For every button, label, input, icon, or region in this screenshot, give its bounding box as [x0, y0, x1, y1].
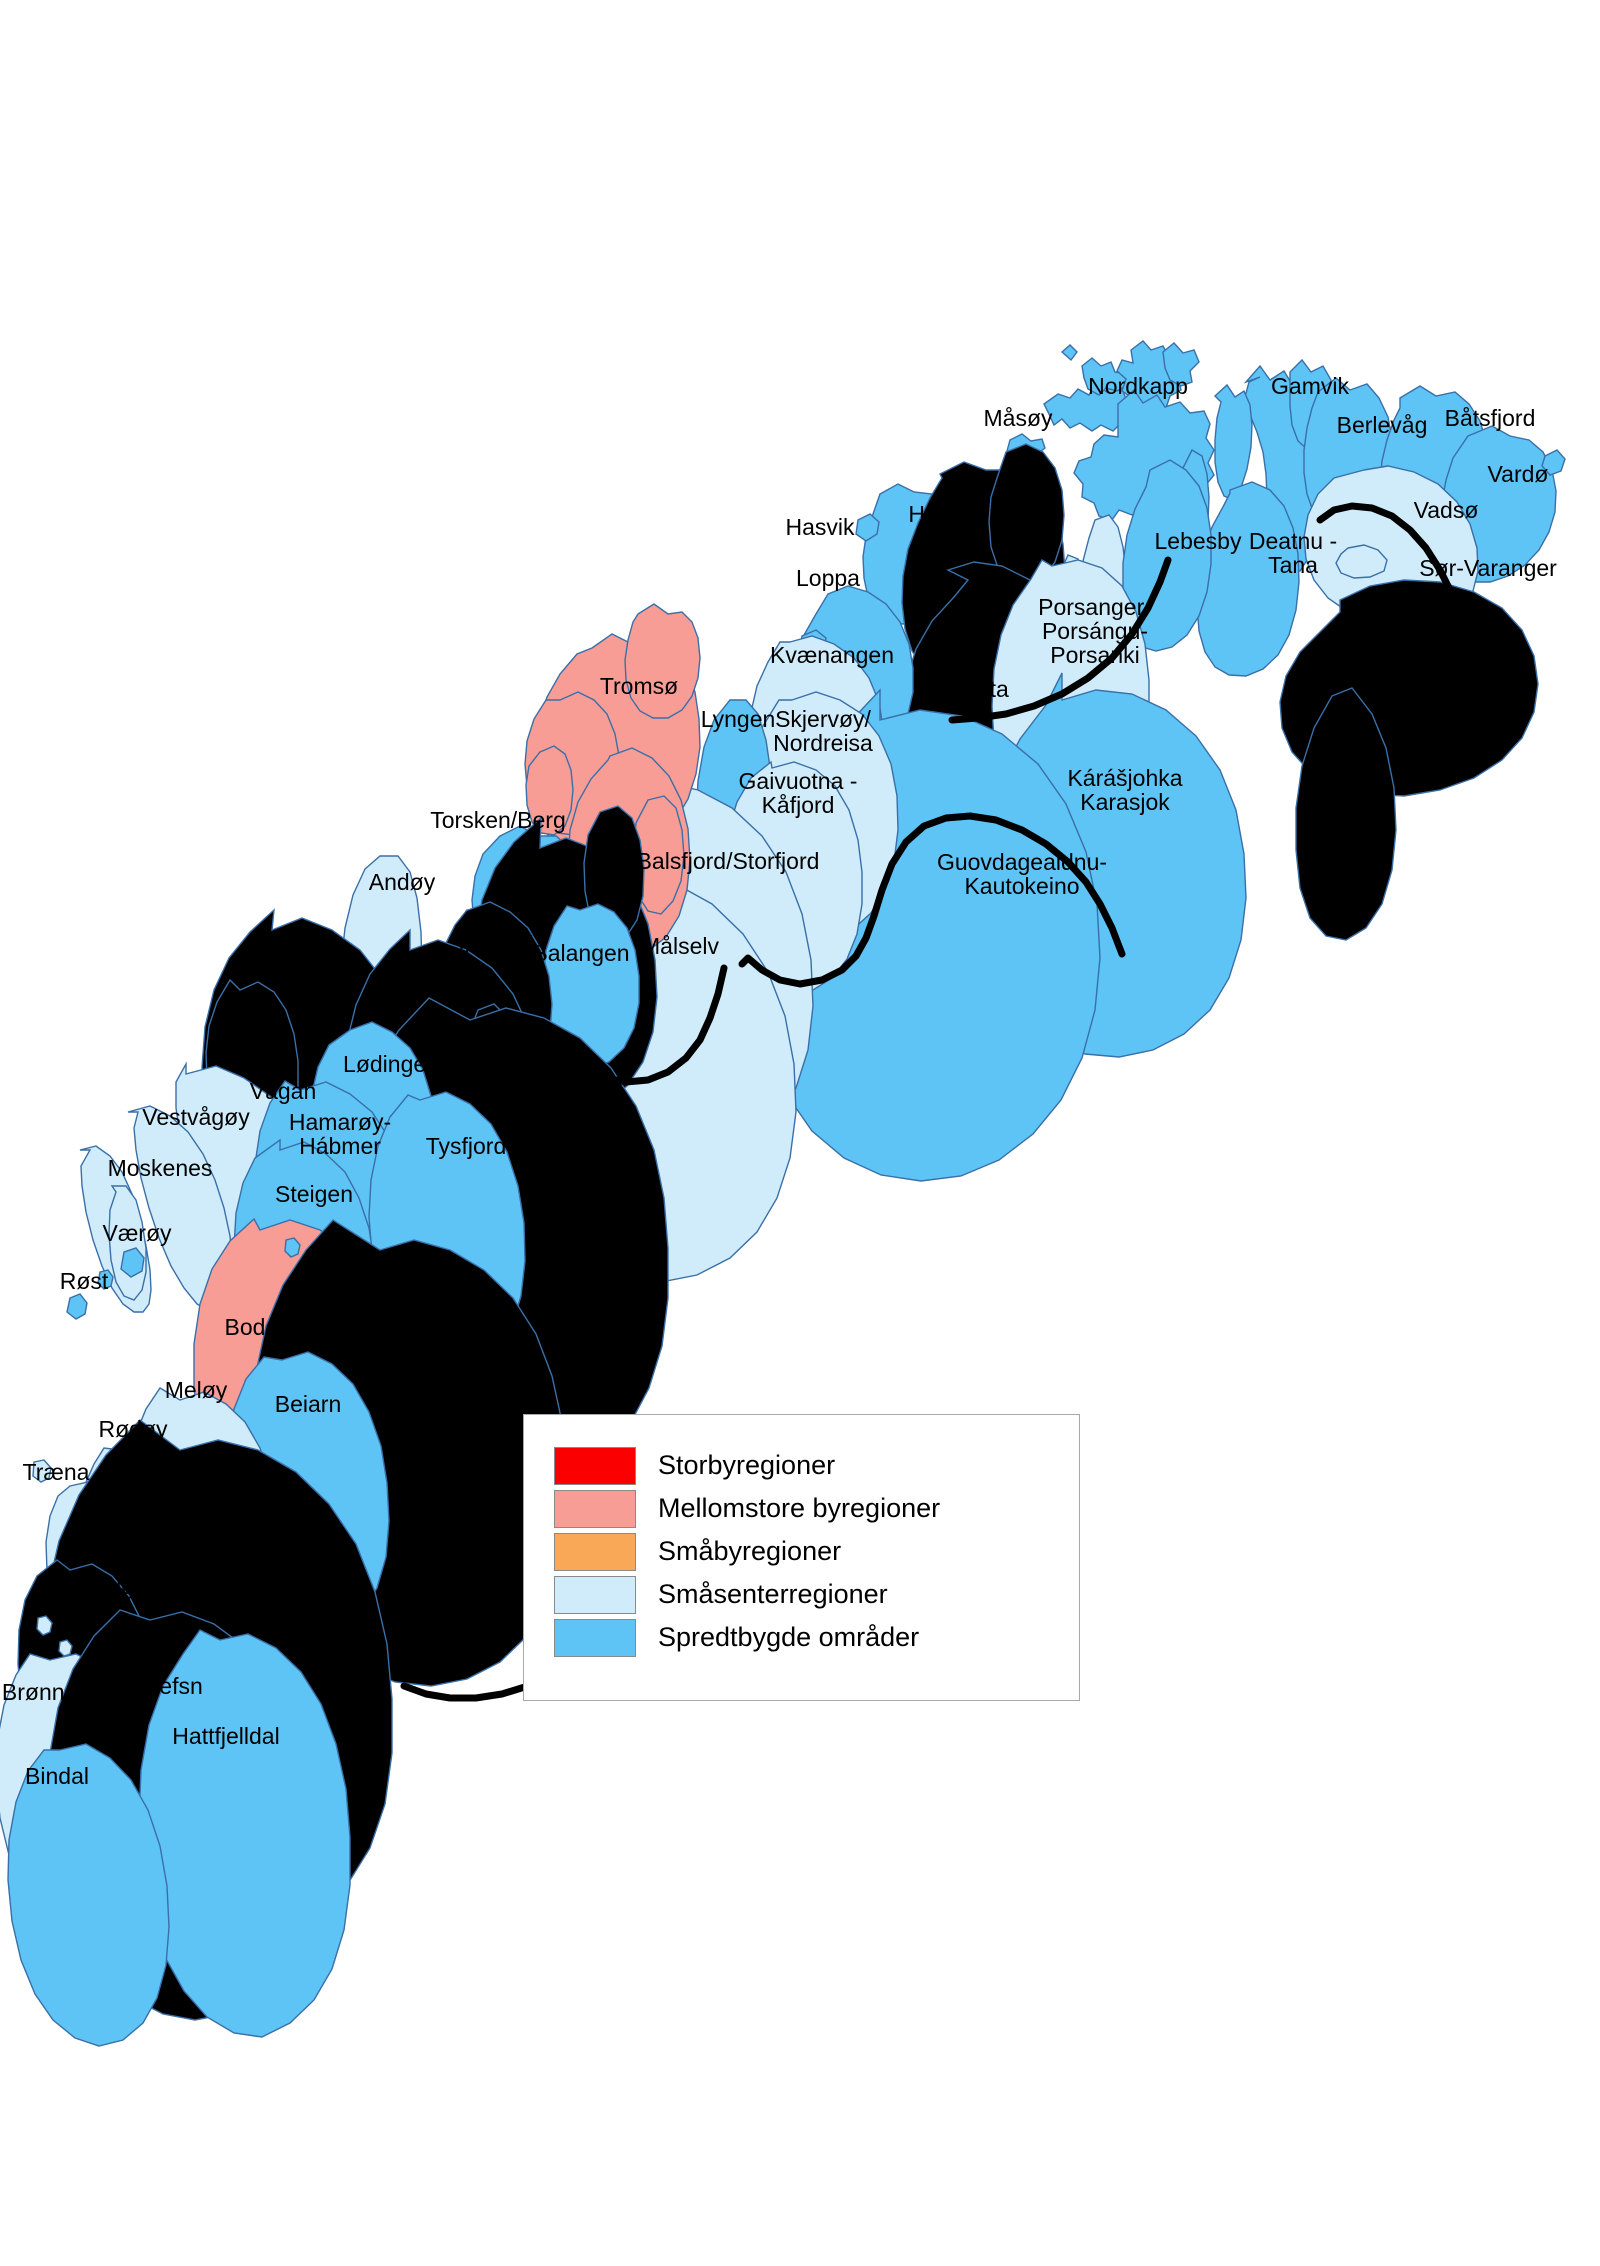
- legend-swatch: [554, 1446, 636, 1485]
- legend-label: Mellomstore byregioner: [658, 1493, 941, 1523]
- region-polygon: [1295, 687, 1397, 941]
- legend-item: Storbyregioner: [554, 1444, 1079, 1487]
- region-polygon: [120, 1247, 145, 1278]
- legend-rows: Storbyregioner Mellomstore byregioner Småb…: [524, 1415, 1079, 1700]
- region-polygon: [1162, 342, 1200, 387]
- legend-item: Småbyregioner: [554, 1530, 1079, 1573]
- region-polygon: [97, 1269, 114, 1290]
- region-polygon: [1060, 344, 1078, 362]
- region-polygon: [855, 513, 880, 542]
- region-polygon: [988, 443, 1065, 587]
- region-polygon: [138, 1629, 351, 2038]
- legend-label: Småsenterregioner: [658, 1579, 888, 1609]
- national-border-segment: [584, 964, 728, 1086]
- legend-label: Spredtbygde områder: [658, 1622, 920, 1652]
- legend-item: Mellomstore byregioner: [554, 1487, 1079, 1530]
- legend-box: Storbyregioner Mellomstore byregioner Småb…: [523, 1414, 1080, 1701]
- region-shapes: [0, 340, 1566, 2047]
- region-polygon: [284, 1237, 301, 1258]
- legend-label: Småbyregioner: [658, 1536, 842, 1566]
- region-polygon: [1213, 383, 1253, 501]
- legend-item: Småsenterregioner: [554, 1573, 1079, 1616]
- region-polygon: [525, 745, 574, 836]
- national-border-segment: [1316, 502, 1486, 758]
- region-polygon: [624, 603, 701, 719]
- region-polygon: [1541, 449, 1566, 476]
- region-polygon: [36, 1615, 53, 1636]
- region-polygon: [66, 1293, 88, 1320]
- region-polygon: [7, 1743, 170, 2047]
- legend-label: Storbyregioner: [658, 1450, 836, 1480]
- national-border-segment: [948, 556, 1172, 724]
- region-polygon: [1335, 544, 1388, 579]
- legend-item: Spredtbygde områder: [554, 1616, 1079, 1659]
- legend-swatch: [554, 1532, 636, 1571]
- region-polygon: [1122, 459, 1212, 652]
- region-polygon: [58, 1639, 73, 1657]
- legend-swatch: [554, 1618, 636, 1657]
- region-polygon: [32, 1459, 52, 1483]
- region-polygon: [1196, 481, 1300, 677]
- legend-swatch: [554, 1575, 636, 1614]
- legend-swatch: [554, 1489, 636, 1528]
- national-border-segment: [738, 812, 1126, 988]
